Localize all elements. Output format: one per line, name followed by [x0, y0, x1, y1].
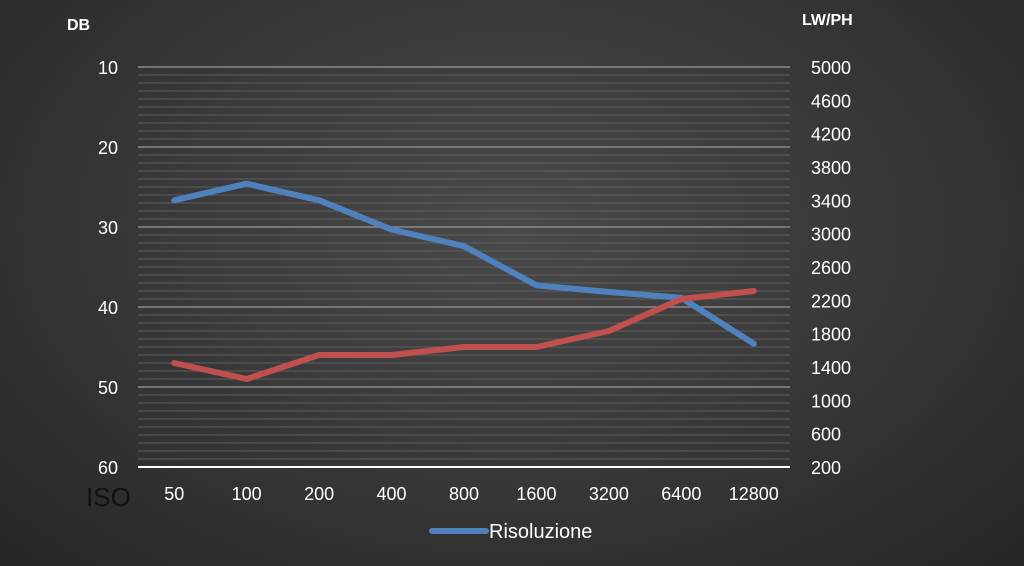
right-axis-tick-label: 3800: [811, 158, 851, 178]
left-axis-tick-label: 40: [98, 298, 118, 318]
right-axis-ticks: 200 600 1000 1400 1800 2200 2600 3000 3400 3800 42…: [811, 58, 851, 478]
gridlines: [138, 66, 790, 460]
right-axis-tick-label: 1800: [811, 325, 851, 345]
left-axis-ticks: 10 20 30 40 50 60: [98, 58, 118, 478]
x-axis-tick-label: 100: [232, 484, 262, 504]
right-axis-title: LW/PH: [802, 12, 853, 29]
left-axis-tick-label: 60: [98, 458, 118, 478]
right-axis-tick-label: 600: [811, 425, 841, 445]
series-line-risoluzione: [171, 180, 757, 347]
x-axis-tick-label: 50: [164, 484, 184, 504]
right-axis-tick-label: 4200: [811, 125, 851, 145]
right-axis-tick-label: 4600: [811, 91, 851, 111]
right-axis-tick-label: 200: [811, 458, 841, 478]
x-axis-ticks: 50 100 200 400 800 1600 3200 6400 12800: [164, 484, 779, 504]
legend: Risoluzione: [429, 521, 592, 543]
legend-label-risoluzione: Risoluzione: [489, 521, 592, 543]
left-axis-tick-label: 20: [98, 138, 118, 158]
right-axis-tick-label: 3400: [811, 191, 851, 211]
x-axis-tick-label: 200: [304, 484, 334, 504]
x-axis-tick-label: 1600: [516, 484, 556, 504]
x-axis-tick-label: 3200: [589, 484, 629, 504]
x-axis-iso-label: ISO: [86, 482, 131, 512]
left-axis-tick-label: 50: [98, 378, 118, 398]
right-axis-tick-label: 1000: [811, 391, 851, 411]
right-axis-tick-label: 3000: [811, 225, 851, 245]
right-axis-tick-label: 5000: [811, 58, 851, 78]
series-line-series-2: [171, 288, 757, 382]
x-axis-tick-label: 6400: [661, 484, 701, 504]
left-axis-title: DB: [67, 17, 90, 34]
right-axis-tick-label: 2600: [811, 258, 851, 278]
right-axis-tick-label: 1400: [811, 358, 851, 378]
x-axis-tick-label: 12800: [729, 484, 779, 504]
left-axis-tick-label: 30: [98, 218, 118, 238]
x-axis-tick-label: 800: [449, 484, 479, 504]
series-lines: [171, 180, 757, 382]
x-axis-tick-label: 400: [377, 484, 407, 504]
left-axis-tick-label: 10: [98, 58, 118, 78]
right-axis-tick-label: 2200: [811, 291, 851, 311]
